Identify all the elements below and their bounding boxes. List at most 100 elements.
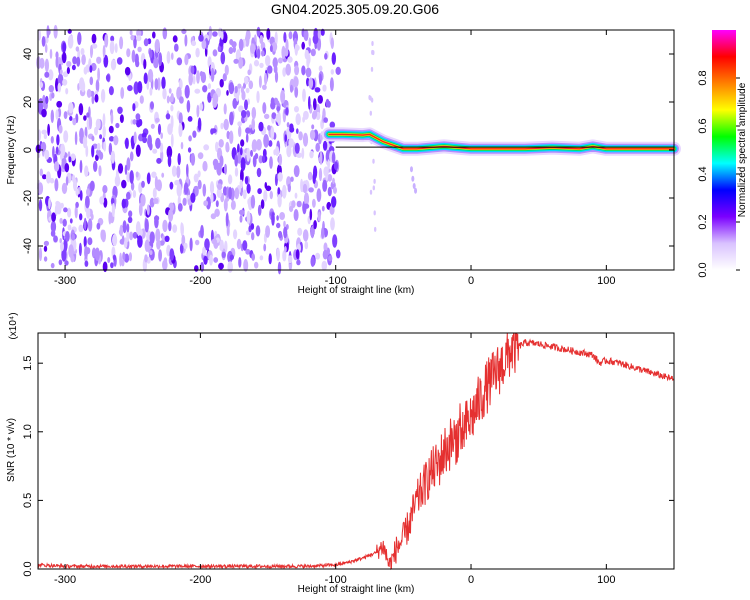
snr-y-label: SNR (10 * v/v) <box>6 418 17 482</box>
noise-blob <box>110 35 115 42</box>
noise-blob <box>161 172 165 178</box>
noise-blob <box>135 144 141 157</box>
noise-blob <box>256 90 260 104</box>
noise-blob <box>120 87 125 99</box>
noise-blob <box>216 187 222 198</box>
noise-blob <box>202 246 206 256</box>
noise-blob <box>258 75 262 88</box>
noise-blob <box>132 231 138 239</box>
noise-blob <box>276 106 281 112</box>
noise-blob <box>137 228 143 238</box>
noise-blob <box>272 57 278 68</box>
noise-blob <box>89 65 93 73</box>
noise-blob <box>51 92 55 99</box>
noise-blob <box>68 244 74 259</box>
noise-blob <box>303 203 310 209</box>
noise-blob <box>129 30 133 36</box>
noise-blob <box>83 115 87 121</box>
noise-blob <box>44 58 50 73</box>
noise-blob <box>331 151 336 164</box>
noise-blob <box>251 117 255 131</box>
noise-blob <box>121 259 125 267</box>
noise-blob <box>222 186 228 196</box>
noise-blob <box>45 171 51 184</box>
noise-blob <box>277 187 281 195</box>
snr-y-tick-label: 1.5 <box>22 356 34 371</box>
noise-blob <box>203 200 209 207</box>
noise-blob <box>211 128 217 134</box>
spectrogram-y-tick-label: -40 <box>22 238 34 254</box>
noise-blob <box>154 78 159 91</box>
noise-blob <box>102 185 108 194</box>
noise-blob <box>108 136 115 142</box>
noise-blob <box>128 252 132 262</box>
noise-blob <box>163 257 168 265</box>
noise-blob <box>44 71 50 78</box>
noise-blob <box>71 64 76 71</box>
noise-blob <box>129 170 134 184</box>
noise-blob <box>65 231 70 242</box>
noise-blob <box>153 57 159 69</box>
noise-blob <box>187 116 193 122</box>
noise-blob <box>158 52 163 66</box>
noise-blob <box>310 225 315 239</box>
noise-blob <box>84 260 89 267</box>
noise-blob <box>72 174 76 183</box>
noise-blob <box>152 31 156 39</box>
noise-blob <box>229 254 234 261</box>
noise-blob <box>108 142 113 156</box>
noise-blob <box>268 253 272 265</box>
noise-blob <box>178 123 183 137</box>
noise-blob <box>126 223 130 233</box>
noise-blob <box>132 103 136 112</box>
noise-blob <box>54 178 59 192</box>
noise-blob <box>308 37 312 47</box>
noise-blob <box>239 179 243 189</box>
noise-blob <box>329 205 335 215</box>
noise-blob <box>160 142 164 153</box>
noise-blob <box>85 145 89 158</box>
noise-blob <box>223 103 227 115</box>
noise-blob <box>286 122 290 128</box>
noise-blob <box>38 247 43 262</box>
snr-y-tick-label: 1.0 <box>22 424 34 439</box>
noise-blob <box>216 183 223 190</box>
noise-blob <box>223 118 229 131</box>
noise-blob <box>141 180 145 188</box>
noise-blob <box>197 152 204 160</box>
noise-blob <box>63 111 68 120</box>
noise-blob <box>89 180 95 192</box>
noise-blob <box>214 208 220 217</box>
noise-blob <box>294 142 300 154</box>
noise-blob <box>60 143 66 158</box>
noise-blob <box>79 213 83 221</box>
noise-blob <box>250 149 253 157</box>
noise-blob <box>126 157 131 171</box>
noise-blob <box>201 39 207 50</box>
noise-blob <box>256 48 261 59</box>
noise-blob <box>190 152 196 166</box>
noise-blob <box>327 159 330 170</box>
noise-blob <box>296 200 302 208</box>
noise-blob <box>168 209 174 222</box>
noise-blob <box>177 203 183 212</box>
colorbar-tick-label: 0.6 <box>697 118 709 133</box>
noise-blob <box>124 137 129 149</box>
noise-blob <box>91 145 95 158</box>
noise-blob <box>99 196 105 205</box>
noise-blob <box>294 86 299 98</box>
noise-blob <box>330 37 334 50</box>
noise-blob <box>186 173 190 186</box>
noise-blob <box>157 123 162 135</box>
noise-blob <box>322 249 329 260</box>
noise-blob <box>37 129 42 142</box>
noise-blob <box>307 171 313 181</box>
noise-blob <box>186 163 189 177</box>
noise-blob <box>94 247 100 261</box>
noise-blob <box>374 226 377 232</box>
noise-blob <box>215 200 219 208</box>
noise-blob <box>219 155 224 168</box>
noise-blob <box>176 183 182 197</box>
noise-blob <box>112 234 118 247</box>
